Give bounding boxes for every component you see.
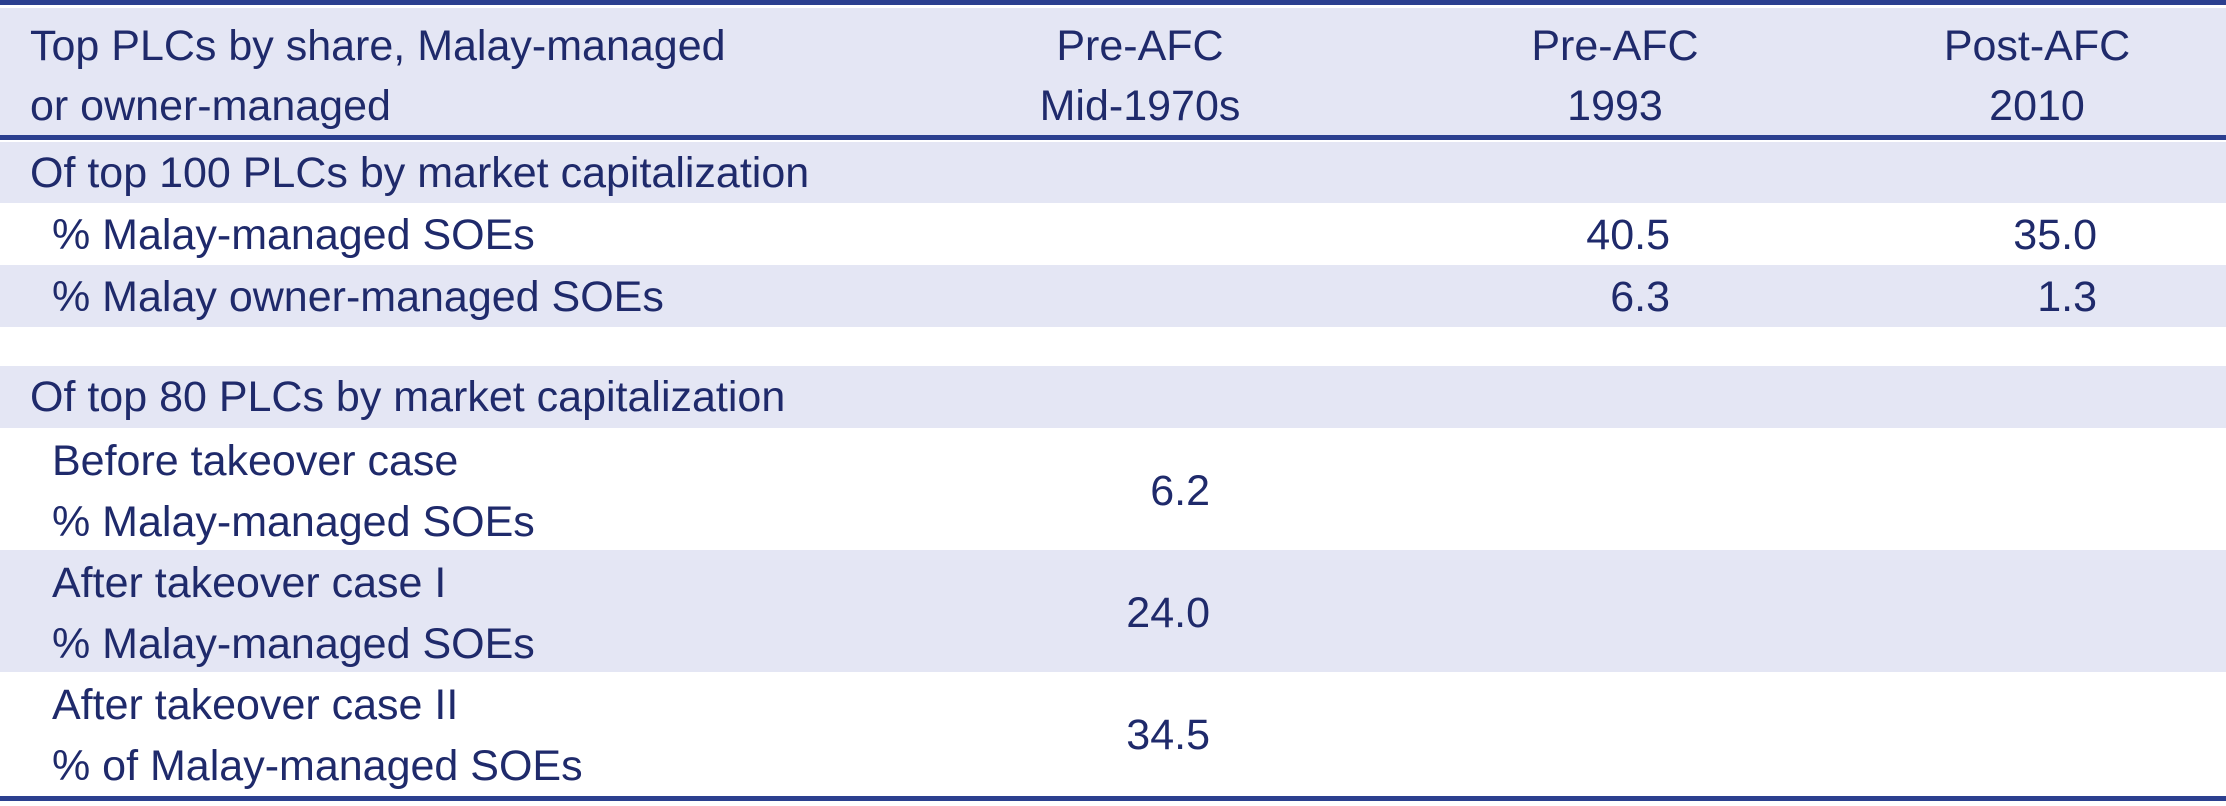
header-band <box>0 8 2226 136</box>
row-label-line1: After takeover case II <box>52 681 459 729</box>
row-label-line2: % Malay-managed SOEs <box>52 498 535 546</box>
cell-mid-1970s: 6.2 <box>1150 467 1210 515</box>
row-label: % Malay-managed SOEs <box>52 211 535 259</box>
top-rule <box>0 0 2226 5</box>
header-col2-line1: Pre-AFC <box>1531 22 1699 70</box>
section1-title-band <box>0 142 2226 203</box>
cell-mid-1970s: 34.5 <box>1126 711 1210 759</box>
row-label-line1: After takeover case I <box>52 559 447 607</box>
section1-title: Of top 100 PLCs by market capitalization <box>30 149 810 197</box>
header-col3-line1: Post-AFC <box>1943 22 2131 70</box>
row-label: % Malay owner-managed SOEs <box>52 273 664 321</box>
header-col0-line1: Top PLCs by share, Malay-managed <box>30 22 726 70</box>
header-col0-line2: or owner-managed <box>30 82 391 130</box>
cell-1993: 6.3 <box>1610 273 1670 321</box>
bottom-rule <box>0 796 2226 801</box>
cell-2010: 1.3 <box>2037 273 2097 321</box>
header-col1-line2: Mid-1970s <box>1039 82 1241 130</box>
header-col3-line2: 2010 <box>1989 82 2085 130</box>
cell-2010: 35.0 <box>2013 211 2097 259</box>
header-col2-line2: 1993 <box>1567 82 1663 130</box>
section2-title: Of top 80 PLCs by market capitalization <box>30 373 786 421</box>
cell-mid-1970s: 24.0 <box>1126 589 1210 637</box>
row-band <box>0 550 2226 672</box>
row-label-line2: % of Malay-managed SOEs <box>52 742 583 790</box>
header-rule <box>0 135 2226 140</box>
cell-1993: 40.5 <box>1586 211 1670 259</box>
section2-title-band <box>0 366 2226 428</box>
row-label-line1: Before takeover case <box>52 437 459 485</box>
row-label-line2: % Malay-managed SOEs <box>52 620 535 668</box>
header-col1-line1: Pre-AFC <box>1056 22 1224 70</box>
row-band <box>0 265 2226 327</box>
